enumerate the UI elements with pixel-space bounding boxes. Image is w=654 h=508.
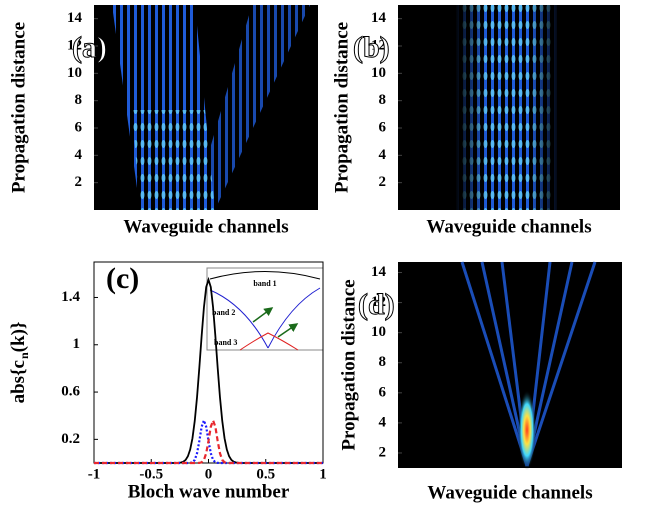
- y-tick-label: 14: [67, 10, 83, 26]
- inset-label: band 2: [212, 308, 235, 317]
- y-tick-label: 1.4: [61, 289, 80, 305]
- y-tick-label: 10: [371, 324, 386, 340]
- y-tick-label: 6: [379, 384, 387, 400]
- panel-label: (a): [72, 31, 107, 64]
- y-tick-label: 4: [75, 147, 83, 163]
- x-axis-label: Waveguide channels: [123, 216, 288, 237]
- y-axis-label: Propagation distance: [331, 22, 352, 193]
- x-axis-label: Waveguide channels: [426, 216, 591, 237]
- inset-label: band 1: [253, 279, 276, 288]
- heatmap-image-d: [398, 261, 622, 470]
- x-tick-label: 0.5: [256, 466, 275, 482]
- y-tick-label: 4: [379, 414, 387, 430]
- y-tick-label: 2: [379, 174, 387, 190]
- y-tick-label: 8: [379, 92, 387, 108]
- y-tick-label: 14: [371, 264, 387, 280]
- y-tick-label: 0.2: [61, 431, 80, 447]
- inset-label: band 3: [214, 338, 237, 347]
- y-tick-label: 2: [75, 174, 83, 190]
- y-tick-label: 10: [371, 65, 386, 81]
- x-axis-label: Waveguide channels: [427, 482, 592, 503]
- y-tick-label: 4: [379, 147, 387, 163]
- y-tick-label: 8: [75, 92, 83, 108]
- y-axis-label: abs{cn(k)}: [8, 322, 30, 404]
- panel-label: (b): [353, 31, 390, 64]
- y-axis-label: Propagation distance: [8, 22, 29, 193]
- inset: [206, 267, 324, 351]
- x-tick-label: -0.5: [139, 466, 163, 482]
- y-tick-label: 12: [67, 37, 82, 53]
- series-line: [94, 417, 323, 465]
- y-tick-label: 12: [371, 294, 386, 310]
- panel-label: (d): [358, 288, 395, 321]
- heatmap-image-b: [398, 5, 620, 210]
- y-axis-label: Propagation distance: [338, 279, 359, 450]
- y-tick-label: 2: [379, 444, 387, 460]
- y-tick-label: 14: [371, 10, 387, 26]
- x-axis-label: Bloch wave number: [128, 481, 290, 502]
- y-tick-label: 8: [379, 354, 387, 370]
- y-tick-label: 6: [379, 119, 387, 135]
- y-tick-label: 10: [67, 65, 82, 81]
- y-tick-label: 6: [75, 119, 83, 135]
- x-tick-label: 1: [319, 466, 327, 482]
- y-tick-label: 12: [371, 37, 386, 53]
- panel-label: (c): [106, 262, 139, 295]
- x-tick-label: -1: [88, 466, 101, 482]
- y-tick-label: 0.6: [61, 383, 80, 399]
- heatmap-image-a: [94, 5, 318, 210]
- x-tick-label: 0: [205, 466, 213, 482]
- y-tick-label: 1: [73, 336, 81, 352]
